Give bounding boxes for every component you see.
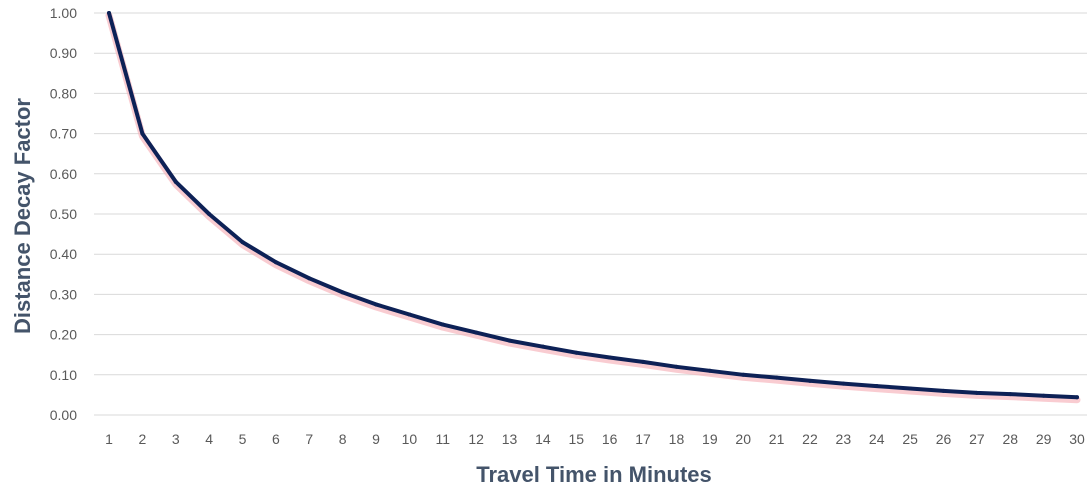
x-tick-label: 25 [902,431,918,447]
x-tick-label: 10 [402,431,418,447]
y-axis-title: Distance Decay Factor [10,98,35,334]
data-point [774,375,779,380]
y-tick-label: 0.90 [50,45,77,61]
y-tick-label: 1.00 [50,5,77,21]
x-tick-label: 20 [735,431,751,447]
data-point [440,322,445,327]
data-point [307,276,312,281]
x-tick-label: 3 [172,431,180,447]
x-tick-label: 30 [1069,431,1085,447]
data-point [641,359,646,364]
data-point [941,388,946,393]
data-point [1008,392,1013,397]
series-line [107,11,1079,400]
data-point [340,290,345,295]
data-point [107,11,111,15]
x-tick-label: 14 [535,431,551,447]
x-axis-title: Travel Time in Minutes [476,462,712,487]
y-tick-label: 0.00 [50,407,77,423]
data-point [741,372,746,377]
data-point [240,240,245,245]
y-tick-label: 0.10 [50,367,77,383]
x-tick-label: 1 [105,431,113,447]
data-point [841,381,846,386]
data-point [974,390,979,395]
data-point [807,378,812,383]
x-tick-label: 4 [205,431,213,447]
data-point [140,131,145,136]
x-tick-label: 9 [372,431,380,447]
x-tick-label: 18 [669,431,685,447]
data-point [1041,393,1046,398]
data-point [908,386,913,391]
series [105,11,1081,404]
x-tick-label: 13 [502,431,518,447]
x-tick-label: 28 [1002,431,1018,447]
data-point [273,260,278,265]
x-tick-label: 16 [602,431,618,447]
x-tick-label: 19 [702,431,718,447]
x-tick-label: 7 [305,431,313,447]
data-point [407,312,412,317]
data-point [874,384,879,389]
y-tick-label: 0.60 [50,166,77,182]
data-point [1075,395,1079,400]
y-tick-label: 0.30 [50,286,77,302]
x-tick-label: 24 [869,431,885,447]
x-tick-label: 11 [436,431,451,447]
y-tick-label: 0.40 [50,246,77,262]
x-tick-label: 2 [138,431,146,447]
data-point [474,330,479,335]
gridlines [94,12,1087,416]
x-tick-label: 15 [569,431,585,447]
y-tick-labels: 0.00 0.10 0.20 0.30 0.40 0.50 0.60 0.70 0.80 0.90… [50,5,77,423]
y-tick-label: 0.70 [50,126,77,142]
x-tick-label: 5 [239,431,247,447]
x-tick-label: 26 [936,431,952,447]
x-tick-label: 23 [836,431,852,447]
y-tick-label: 0.80 [50,85,77,101]
data-point [374,302,379,307]
x-tick-label: 27 [969,431,985,447]
x-tick-label: 29 [1036,431,1052,447]
x-tick-label: 8 [339,431,347,447]
x-tick-label: 17 [635,431,651,447]
data-point [707,368,712,373]
x-tick-label: 12 [468,431,484,447]
data-point [674,364,679,369]
data-point [540,344,545,349]
x-tick-label: 21 [769,431,785,447]
data-point [507,338,512,343]
series-line-shadow [105,12,1081,404]
data-point [173,179,178,184]
x-tick-label: 6 [272,431,280,447]
x-tick-labels: 1 2 3 4 5 6 7 8 9 10 11 12 13 14 15 16 17 18 19 20 21 22 23 24 2… [105,431,1085,447]
y-tick-label: 0.20 [50,327,77,343]
data-point [207,212,212,216]
x-tick-label: 22 [802,431,818,447]
data-point [574,350,579,355]
data-point [607,355,612,360]
y-tick-label: 0.50 [50,206,77,222]
